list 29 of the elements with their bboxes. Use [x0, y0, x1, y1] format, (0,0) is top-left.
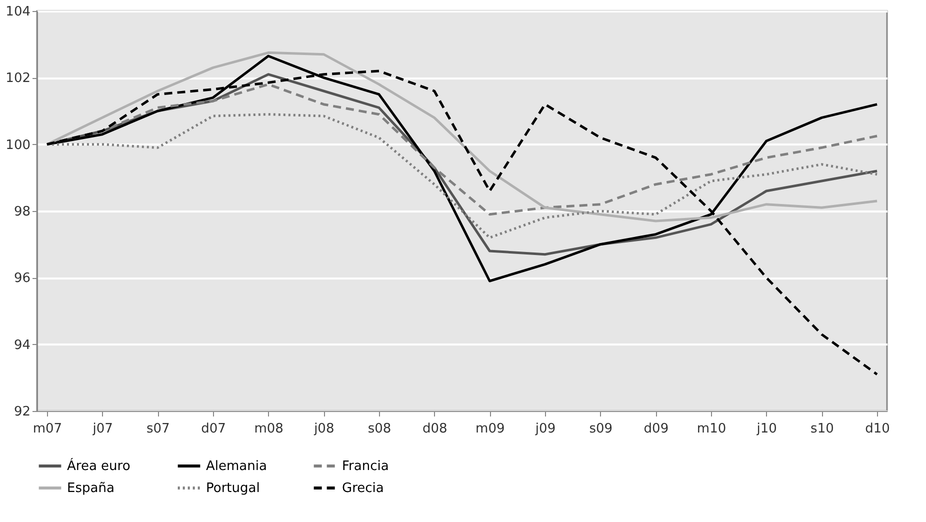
x-tick-label: j07 [92, 422, 113, 436]
x-tick-label: j10 [756, 422, 777, 436]
y-tick-label: 92 [14, 404, 30, 420]
x-tick-label: j09 [534, 422, 556, 436]
x-tick-label: s10 [810, 422, 834, 436]
x-tick-label: s07 [146, 422, 170, 436]
x-tick-label: d08 [422, 422, 448, 436]
y-tick-label: 96 [14, 271, 30, 286]
x-tick-label: m07 [32, 422, 62, 436]
legend-label: Grecia [342, 481, 384, 496]
x-tick-label: d09 [644, 422, 669, 436]
x-tick-label: s09 [589, 422, 613, 436]
x-tick-label: m10 [696, 422, 726, 436]
x-tick-label: m08 [254, 422, 284, 436]
legend-label: España [67, 481, 114, 496]
legend-label: Portugal [206, 481, 260, 496]
x-tick-label: d10 [865, 422, 890, 436]
legend-label: Francia [342, 459, 389, 474]
x-tick-label: d07 [201, 422, 226, 436]
x-tick-label: m09 [476, 422, 505, 436]
legend-label: Área euro [67, 457, 130, 474]
y-tick-label: 102 [6, 71, 30, 86]
y-tick-label: 104 [6, 4, 30, 20]
y-tick-label: 94 [14, 338, 30, 353]
x-tick-label: j08 [313, 422, 334, 436]
y-tick-label: 98 [14, 204, 30, 220]
y-tick-label: 100 [6, 138, 30, 153]
x-tick-label: s08 [368, 422, 392, 436]
legend-label: Alemania [206, 459, 267, 474]
